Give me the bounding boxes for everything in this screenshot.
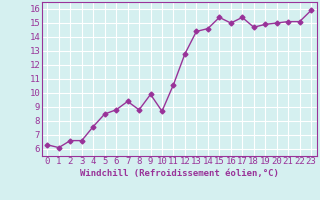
X-axis label: Windchill (Refroidissement éolien,°C): Windchill (Refroidissement éolien,°C) [80,169,279,178]
